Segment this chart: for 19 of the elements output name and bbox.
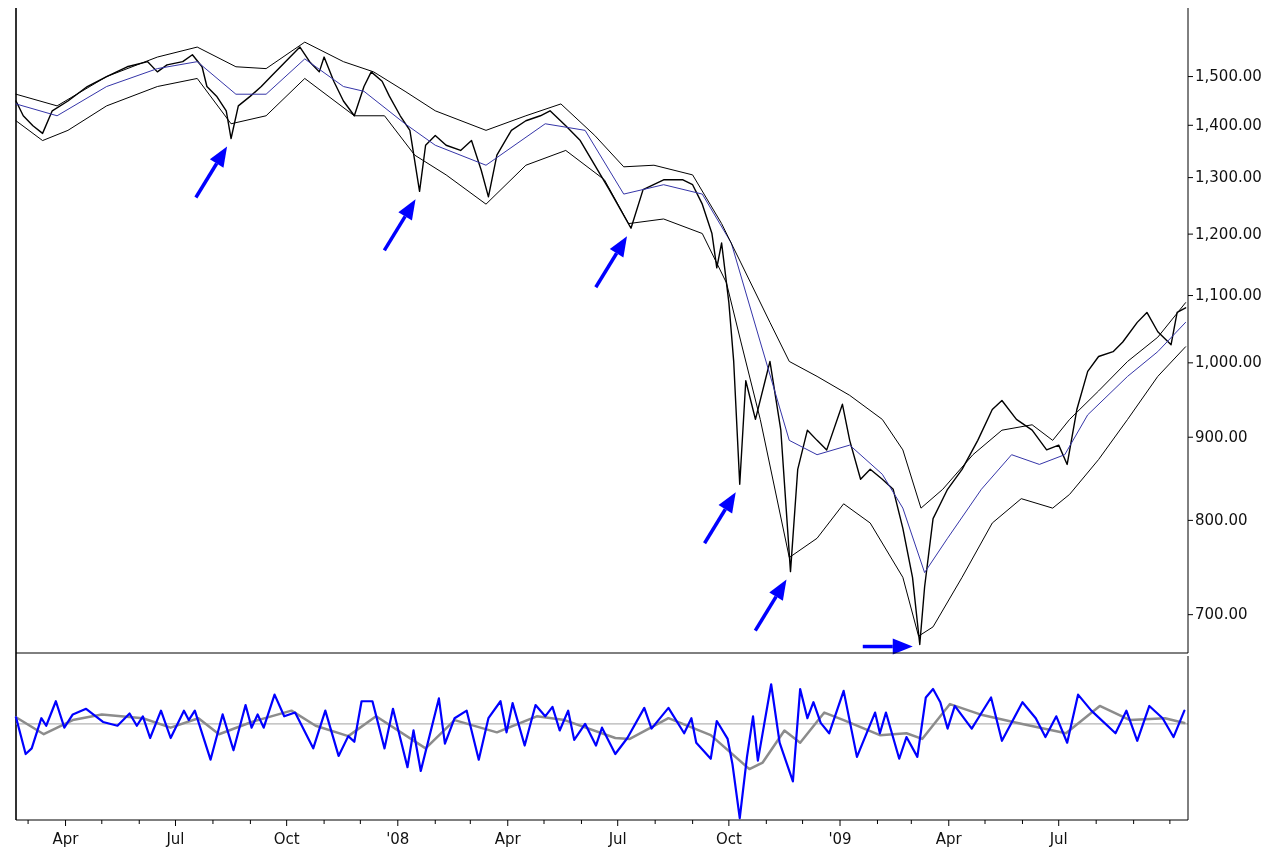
x-tick-label: Apr [935, 830, 963, 849]
x-tick-label: '08 [386, 830, 410, 849]
y-tick-label: 1,500.00 [1195, 67, 1262, 86]
y-tick-label: 800.00 [1195, 510, 1248, 529]
x-tick-label: Oct [273, 830, 300, 849]
x-tick-label: Apr [52, 830, 80, 849]
y-tick-label: 1,300.00 [1195, 168, 1262, 187]
x-tick-label: Jul [607, 830, 627, 849]
x-tick-label: Apr [494, 830, 522, 849]
x-tick-label: Oct [715, 830, 742, 849]
y-tick-label: 1,000.00 [1195, 353, 1262, 372]
y-tick-label: 1,400.00 [1195, 115, 1262, 134]
x-tick-label: '09 [828, 830, 852, 849]
y-tick-label: 700.00 [1195, 605, 1248, 624]
y-tick-label: 1,200.00 [1195, 224, 1262, 243]
x-tick-label: Jul [165, 830, 185, 849]
y-tick-label: 900.00 [1195, 427, 1248, 446]
y-tick-label: 1,100.00 [1195, 286, 1262, 305]
x-tick-label: Jul [1048, 830, 1068, 849]
